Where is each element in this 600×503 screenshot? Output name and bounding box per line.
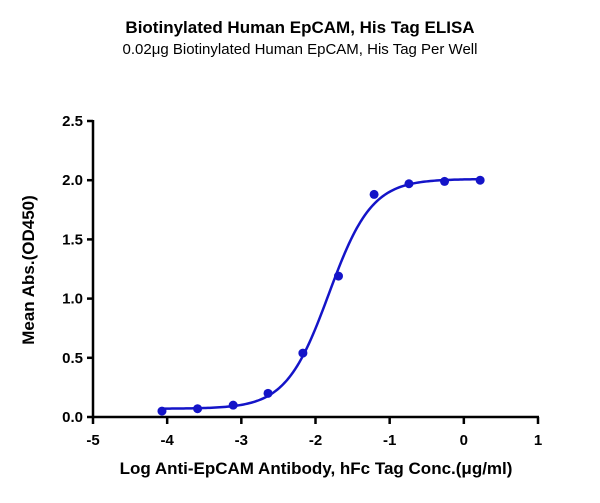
axes: 0.0 0.5 1.0 1.5 2.0 2.5 -5 -4 -3 -2 -1 0 1 — [62, 113, 542, 449]
x-tick-label: 1 — [534, 432, 542, 449]
data-point — [193, 404, 203, 414]
y-tick-label: 2.5 — [62, 113, 83, 130]
data-point — [228, 400, 238, 410]
x-tick-label: -1 — [383, 432, 396, 449]
data-point — [298, 348, 308, 358]
x-tick-label: -2 — [309, 432, 322, 449]
data-point — [404, 179, 414, 189]
chart-title: Biotinylated Human EpCAM, His Tag ELISA — [125, 18, 475, 37]
y-axis-label: Mean Abs.(OD450) — [19, 195, 38, 345]
x-tick-label: -4 — [160, 432, 174, 449]
data-point — [440, 176, 450, 186]
x-tick-label: -3 — [235, 432, 248, 449]
y-tick-label: 1.5 — [62, 231, 83, 248]
y-tick-label: 2.0 — [62, 172, 83, 189]
x-tick-label: 0 — [460, 432, 468, 449]
data-point — [475, 175, 485, 185]
fit-curve-line — [161, 177, 481, 410]
fit-curve — [161, 177, 481, 410]
y-tick-label: 0.5 — [62, 350, 83, 367]
data-point — [263, 388, 273, 398]
data-points — [157, 175, 485, 416]
data-point — [333, 271, 343, 281]
chart-subtitle: 0.02μg Biotinylated Human EpCAM, His Tag… — [122, 41, 478, 58]
y-tick-label: 1.0 — [62, 291, 83, 308]
x-axis-label: Log Anti-EpCAM Antibody, hFc Tag Conc.(μ… — [120, 459, 513, 478]
x-tick-label: -5 — [86, 432, 99, 449]
data-point — [157, 406, 167, 416]
y-tick-label: 0.0 — [62, 409, 83, 426]
data-point — [369, 189, 379, 199]
